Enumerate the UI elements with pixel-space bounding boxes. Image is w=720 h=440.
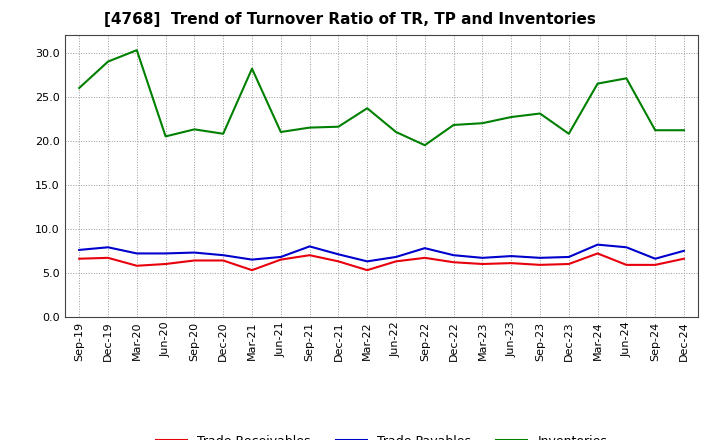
Trade Receivables [420, 255, 429, 260]
Trade Receivables [363, 268, 372, 273]
Trade Receivables [248, 268, 256, 273]
Inventories [334, 124, 343, 129]
Trade Receivables [622, 262, 631, 268]
Trade Payables [536, 255, 544, 260]
Trade Receivables [334, 259, 343, 264]
Trade Payables [622, 245, 631, 250]
Inventories [536, 111, 544, 116]
Inventories [593, 81, 602, 86]
Trade Payables [190, 250, 199, 255]
Inventories [680, 128, 688, 133]
Trade Receivables [449, 260, 458, 265]
Trade Payables [104, 245, 112, 250]
Trade Payables [276, 254, 285, 260]
Line: Trade Receivables: Trade Receivables [79, 253, 684, 270]
Trade Payables [132, 251, 141, 256]
Inventories [651, 128, 660, 133]
Inventories [449, 122, 458, 128]
Trade Payables [392, 254, 400, 260]
Trade Payables [75, 247, 84, 253]
Trade Payables [651, 256, 660, 261]
Inventories [507, 114, 516, 120]
Inventories [190, 127, 199, 132]
Inventories [392, 129, 400, 135]
Inventories [564, 131, 573, 136]
Line: Trade Payables: Trade Payables [79, 245, 684, 261]
Trade Receivables [305, 253, 314, 258]
Trade Receivables [651, 262, 660, 268]
Inventories [420, 143, 429, 148]
Trade Payables [564, 254, 573, 260]
Trade Payables [334, 252, 343, 257]
Inventories [276, 129, 285, 135]
Trade Receivables [564, 261, 573, 267]
Trade Receivables [593, 251, 602, 256]
Trade Receivables [392, 259, 400, 264]
Trade Payables [219, 253, 228, 258]
Title: [4768]  Trend of Turnover Ratio of TR, TP and Inventories: [4768] Trend of Turnover Ratio of TR, TP… [104, 12, 596, 27]
Inventories [161, 134, 170, 139]
Inventories [478, 121, 487, 126]
Inventories [104, 59, 112, 64]
Trade Payables [420, 246, 429, 251]
Inventories [75, 85, 84, 91]
Trade Payables [248, 257, 256, 262]
Trade Payables [449, 253, 458, 258]
Legend: Trade Receivables, Trade Payables, Inventories: Trade Receivables, Trade Payables, Inven… [151, 430, 612, 440]
Line: Inventories: Inventories [79, 50, 684, 145]
Inventories [248, 66, 256, 71]
Trade Receivables [507, 260, 516, 266]
Inventories [363, 106, 372, 111]
Trade Receivables [536, 262, 544, 268]
Trade Receivables [75, 256, 84, 261]
Trade Receivables [104, 255, 112, 260]
Trade Receivables [219, 258, 228, 263]
Trade Payables [363, 259, 372, 264]
Trade Payables [305, 244, 314, 249]
Trade Payables [593, 242, 602, 247]
Trade Payables [680, 248, 688, 253]
Trade Receivables [132, 263, 141, 268]
Trade Receivables [276, 257, 285, 262]
Trade Receivables [478, 261, 487, 267]
Trade Receivables [680, 256, 688, 261]
Inventories [219, 131, 228, 136]
Inventories [132, 48, 141, 53]
Trade Receivables [161, 261, 170, 267]
Inventories [622, 76, 631, 81]
Trade Payables [478, 255, 487, 260]
Inventories [305, 125, 314, 130]
Trade Receivables [190, 258, 199, 263]
Trade Payables [507, 253, 516, 259]
Trade Payables [161, 251, 170, 256]
